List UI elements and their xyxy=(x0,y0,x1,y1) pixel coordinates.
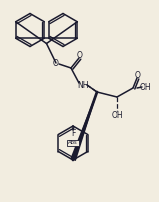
Text: OH: OH xyxy=(111,112,123,121)
Text: O: O xyxy=(77,52,83,61)
Text: O: O xyxy=(135,72,141,81)
Text: OH: OH xyxy=(139,82,151,92)
Text: Abs: Abs xyxy=(68,141,78,145)
Text: O: O xyxy=(53,59,59,67)
Text: NH: NH xyxy=(77,81,89,90)
Polygon shape xyxy=(70,92,97,161)
Text: F: F xyxy=(71,128,75,138)
